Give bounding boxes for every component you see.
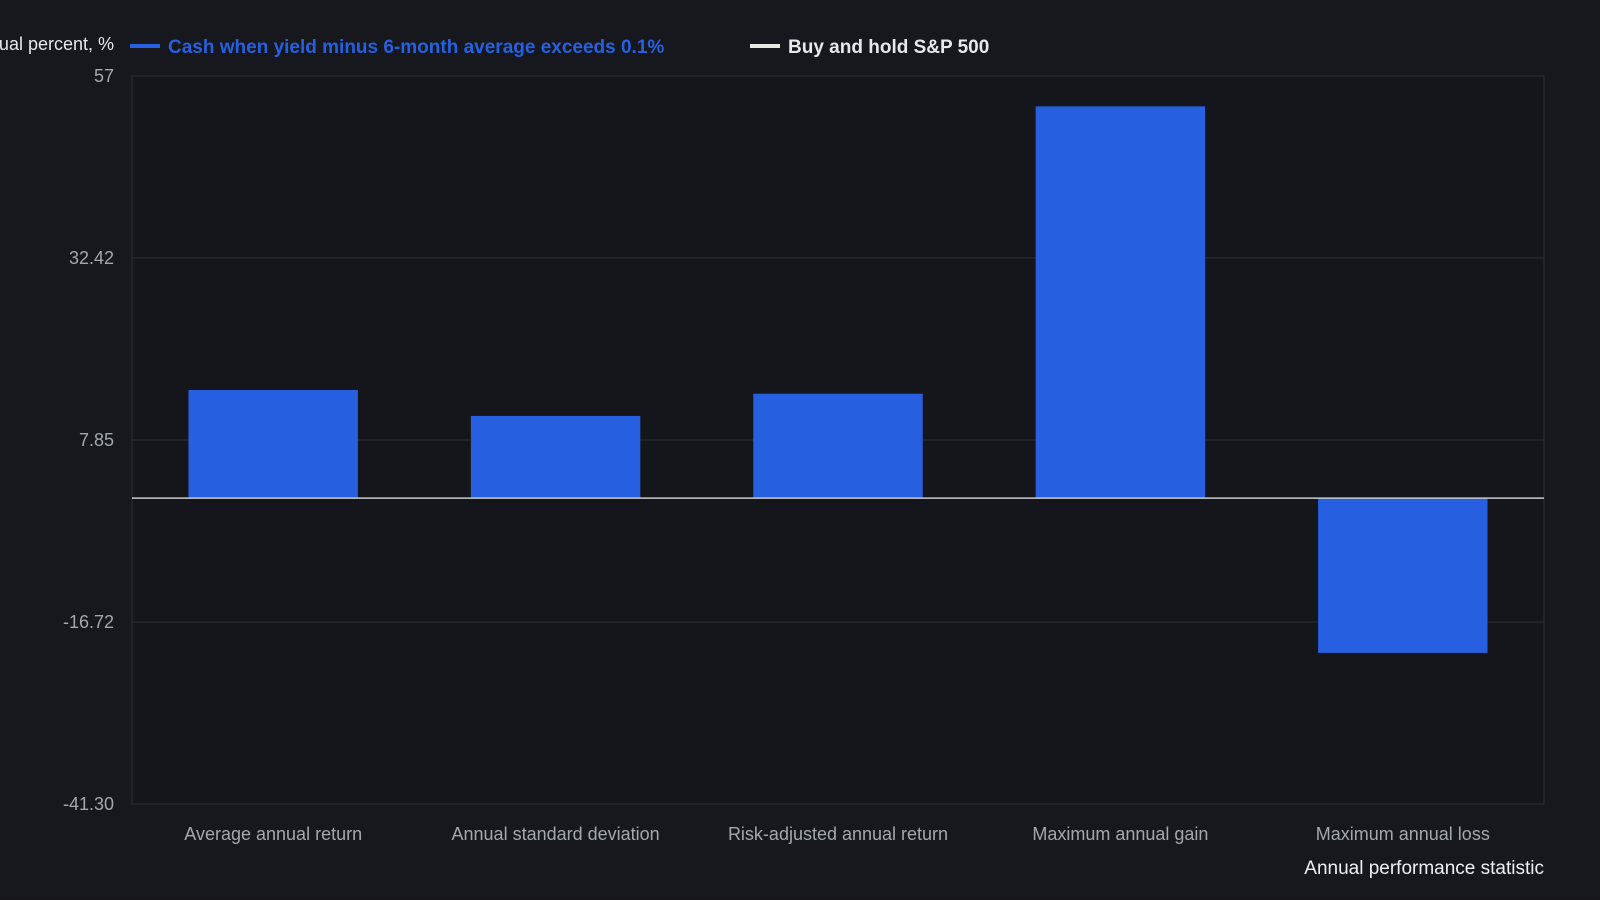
y-axis-label: Annual percent, % <box>0 34 114 54</box>
legend: Cash when yield minus 6-month average ex… <box>130 37 989 58</box>
x-tick-label: Maximum annual gain <box>1032 824 1208 844</box>
bars <box>188 106 1488 653</box>
y-axis-ticks: 57 32.42 7.85 -16.72 -41.30 <box>63 66 114 814</box>
y-tick-label: 7.85 <box>79 430 114 450</box>
bar-average-annual-return <box>188 390 358 499</box>
y-tick-label: -41.30 <box>63 794 114 814</box>
bar-annual-standard-deviation <box>470 415 641 499</box>
bar-risk-adjusted-annual-return <box>753 393 923 499</box>
bar-maximum-annual-gain <box>1035 106 1206 499</box>
x-tick-label: Maximum annual loss <box>1316 824 1490 844</box>
x-tick-label: Risk-adjusted annual return <box>728 824 948 844</box>
x-tick-label: Average annual return <box>184 824 362 844</box>
y-tick-label: 57 <box>94 66 114 86</box>
y-tick-label: -16.72 <box>63 612 114 632</box>
grid-lines <box>132 75 1544 805</box>
x-axis-ticks: Average annual return Annual standard dev… <box>184 824 1490 844</box>
legend-label-buy-and-hold: Buy and hold S&P 500 <box>788 37 989 58</box>
bar-maximum-annual-loss <box>1318 498 1488 653</box>
y-tick-label: 32.42 <box>69 248 114 268</box>
legend-label-cash: Cash when yield minus 6-month average ex… <box>168 37 664 58</box>
x-tick-label: Annual standard deviation <box>452 824 660 844</box>
x-axis-label: Annual performance statistic <box>1304 858 1544 879</box>
